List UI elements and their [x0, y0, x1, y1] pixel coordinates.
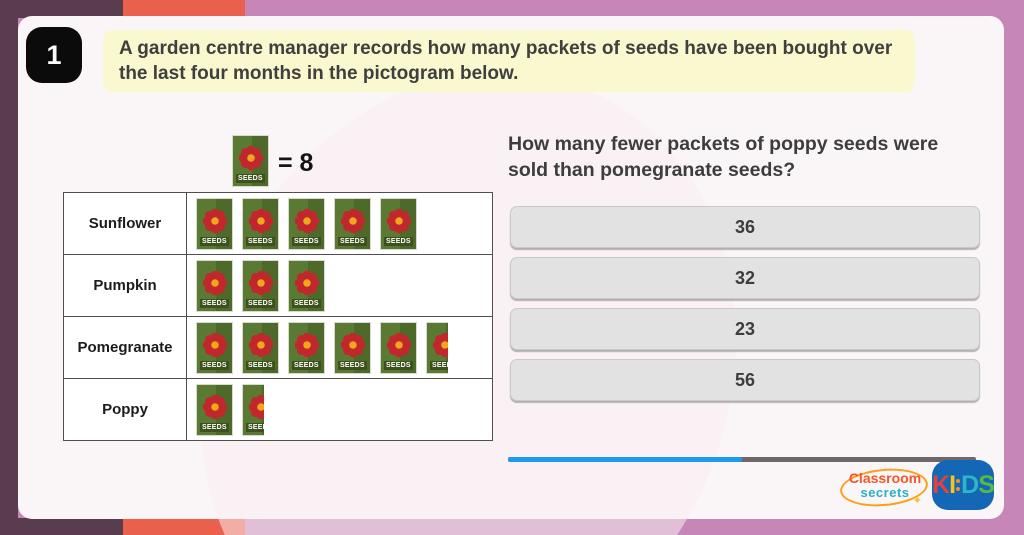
packet-seeds-label: SEEDS — [384, 360, 413, 370]
flower-icon — [248, 332, 273, 357]
packet-seeds-label: SEEDS — [338, 360, 367, 370]
pictogram-cell: SEEDS SEEDS SEEDS SEEDS SEEDS — [186, 192, 493, 255]
flower-icon — [202, 332, 227, 357]
classroom-secrets-logo: Classroom secrets ✦ — [838, 465, 930, 510]
question-card: 1 A garden centre manager records how ma… — [18, 0, 1004, 535]
category-label: Pumpkin — [63, 254, 187, 317]
packet-seeds-label: SEEDS — [338, 236, 367, 246]
flower-icon — [386, 208, 411, 233]
background-accent-left — [0, 0, 18, 535]
seed-packet-icon: SEEDS — [380, 197, 417, 250]
pictogram-key: SEEDS = 8 — [232, 135, 313, 192]
seed-packet-icon: SEEDS — [380, 321, 417, 374]
star-icon: ✦ — [912, 495, 922, 507]
packet-seeds-label: SEEDS — [384, 236, 413, 246]
pictogram-row: Sunflower SEEDS SEEDS SEEDS SEEDS SEEDS — [63, 192, 493, 255]
background-accent-bottom-purple — [0, 518, 123, 535]
flower-icon — [202, 270, 227, 295]
flower-icon — [238, 145, 263, 171]
seed-packet-icon: SEEDS — [242, 321, 279, 374]
flower-icon — [294, 208, 319, 233]
key-packet-slot: SEEDS — [232, 135, 269, 192]
seed-packet-icon: SEEDS — [334, 197, 371, 250]
flower-icon — [294, 332, 319, 357]
brand-name-line1: Classroom — [848, 470, 922, 486]
category-label: Pomegranate — [63, 316, 187, 379]
brand-name-line2: secrets — [860, 485, 910, 500]
progress-bar — [508, 457, 976, 462]
packet-seeds-label: SEEDS — [246, 298, 275, 308]
seed-packet-icon: SEEDS — [426, 321, 448, 374]
seed-packet-icon: SEEDS — [196, 197, 233, 250]
category-label: Sunflower — [63, 192, 187, 255]
flower-icon — [248, 208, 273, 233]
answer-button[interactable]: 32 — [510, 257, 980, 299]
kids-dots-icon — [956, 479, 961, 491]
seed-packet-icon: SEEDS — [196, 383, 233, 436]
background-accent-bottom-orange — [123, 518, 245, 535]
flower-icon — [340, 208, 365, 233]
seed-packet-icon: SEEDS — [232, 135, 269, 187]
packet-seeds-label: SEEDS — [430, 360, 448, 370]
seed-packet-icon: SEEDS — [288, 259, 325, 312]
flower-icon — [386, 332, 411, 357]
packet-seeds-label: SEEDS — [200, 298, 229, 308]
question-prompt: A garden centre manager records how many… — [103, 30, 915, 92]
packet-seeds-label: SEEDS — [200, 236, 229, 246]
answer-button[interactable]: 56 — [510, 359, 980, 401]
packet-seeds-label: SEEDS — [292, 360, 321, 370]
answer-button[interactable]: 36 — [510, 206, 980, 248]
kids-letter: S — [978, 470, 995, 499]
pictogram-row: Pomegranate SEEDS SEEDS SEEDS SEEDS SEED… — [63, 316, 493, 379]
quiz-question: How many fewer packets of poppy seeds we… — [508, 133, 939, 181]
answer-button[interactable]: 23 — [510, 308, 980, 350]
question-number-badge: 1 — [26, 27, 82, 83]
pictogram-row: Poppy SEEDS SEEDS — [63, 378, 493, 441]
flower-icon — [294, 270, 319, 295]
pictogram-cell: SEEDS SEEDS SEEDS — [186, 254, 493, 317]
packet-seeds-label: SEEDS — [246, 360, 275, 370]
flower-icon — [202, 394, 227, 419]
kids-letter: K — [932, 470, 950, 499]
seed-packet-icon: SEEDS — [242, 259, 279, 312]
packet-seeds-label: SEEDS — [236, 174, 265, 183]
seed-packet-icon: SEEDS — [288, 197, 325, 250]
kids-letter: D — [961, 470, 979, 499]
seed-packet-icon: SEEDS — [242, 383, 264, 436]
pictogram-table: Sunflower SEEDS SEEDS SEEDS SEEDS SEEDS … — [63, 192, 493, 441]
kids-letter: I — [949, 470, 956, 499]
seed-packet-icon: SEEDS — [196, 321, 233, 374]
packet-seeds-label: SEEDS — [292, 298, 321, 308]
flower-icon — [202, 208, 227, 233]
flower-icon — [248, 270, 273, 295]
background-accent-top-orange — [123, 0, 245, 18]
packet-seeds-label: SEEDS — [246, 422, 264, 432]
packet-seeds-label: SEEDS — [246, 236, 275, 246]
flower-icon — [340, 332, 365, 357]
seed-packet-icon: SEEDS — [288, 321, 325, 374]
pictogram-row: Pumpkin SEEDS SEEDS SEEDS — [63, 254, 493, 317]
packet-seeds-label: SEEDS — [200, 422, 229, 432]
background-accent-top-purple — [0, 0, 123, 18]
seed-packet-icon: SEEDS — [334, 321, 371, 374]
category-label: Poppy — [63, 378, 187, 441]
flower-icon — [248, 394, 264, 419]
seed-packet-icon: SEEDS — [242, 197, 279, 250]
pictogram-cell: SEEDS SEEDS — [186, 378, 493, 441]
progress-fill — [508, 457, 742, 462]
key-value-label: = 8 — [278, 149, 314, 177]
packet-seeds-label: SEEDS — [200, 360, 229, 370]
seed-packet-icon: SEEDS — [196, 259, 233, 312]
flower-icon — [432, 332, 448, 357]
packet-seeds-label: SEEDS — [292, 236, 321, 246]
pictogram-cell: SEEDS SEEDS SEEDS SEEDS SEEDS SEEDS — [186, 316, 493, 379]
